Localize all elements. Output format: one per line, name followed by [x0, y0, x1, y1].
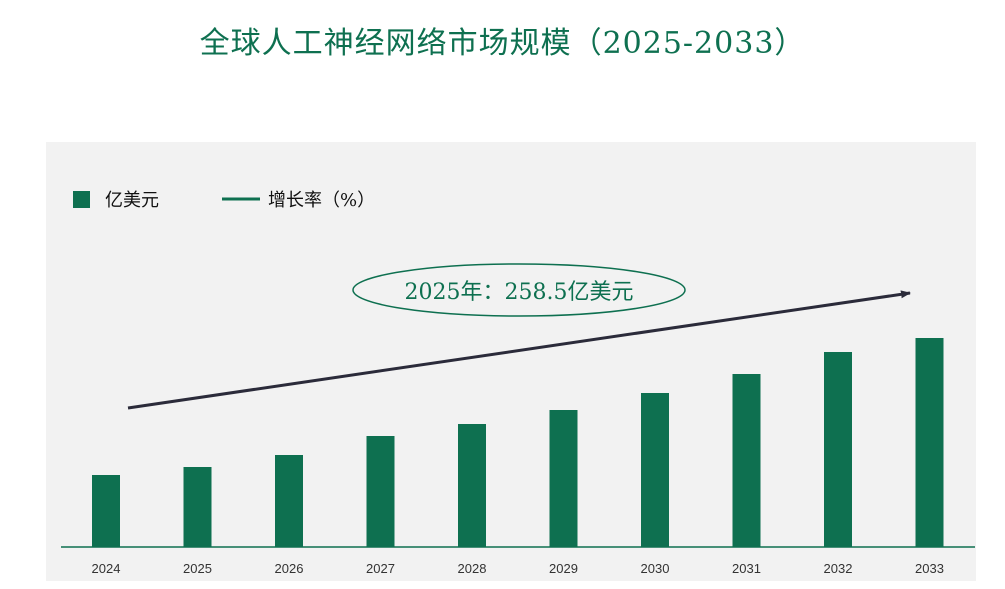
x-tick-label: 2025: [183, 561, 212, 576]
bar-2027: [366, 436, 395, 547]
bars-group: [92, 338, 944, 547]
bar-2029: [549, 410, 578, 547]
legend-bar-label: 亿美元: [105, 190, 159, 211]
bar-2026: [275, 455, 303, 547]
x-tick-labels: 2024 2025 2026 2027 2028 2029 2030 2031 2032 2033: [92, 561, 944, 576]
x-tick-label: 2027: [366, 561, 395, 576]
x-tick-label: 2033: [915, 561, 944, 576]
legend-bar-swatch: [73, 191, 90, 208]
x-tick-label: 2024: [92, 561, 121, 576]
bar-2028: [458, 424, 486, 547]
bar-2032: [824, 352, 852, 547]
callout-ellipse: [352, 263, 686, 317]
bar-2025: [183, 467, 212, 547]
bar-2033: [915, 338, 944, 547]
bar-2030: [641, 393, 669, 547]
x-tick-label: 2026: [275, 561, 304, 576]
x-tick-label: 2032: [824, 561, 853, 576]
trend-arrow: [127, 290, 911, 410]
x-tick-label: 2029: [549, 561, 578, 576]
x-tick-label: 2031: [732, 561, 761, 576]
legend-line-label: 增长率（%）: [268, 190, 375, 211]
x-tick-label: 2028: [458, 561, 487, 576]
chart-title: 全球人工神经网络市场规模（2025-2033）: [199, 26, 806, 61]
bar-2031: [732, 374, 761, 547]
bar-2024: [92, 475, 120, 547]
callout-text: 2025年：258.5亿美元: [405, 280, 634, 305]
x-tick-label: 2030: [641, 561, 670, 576]
